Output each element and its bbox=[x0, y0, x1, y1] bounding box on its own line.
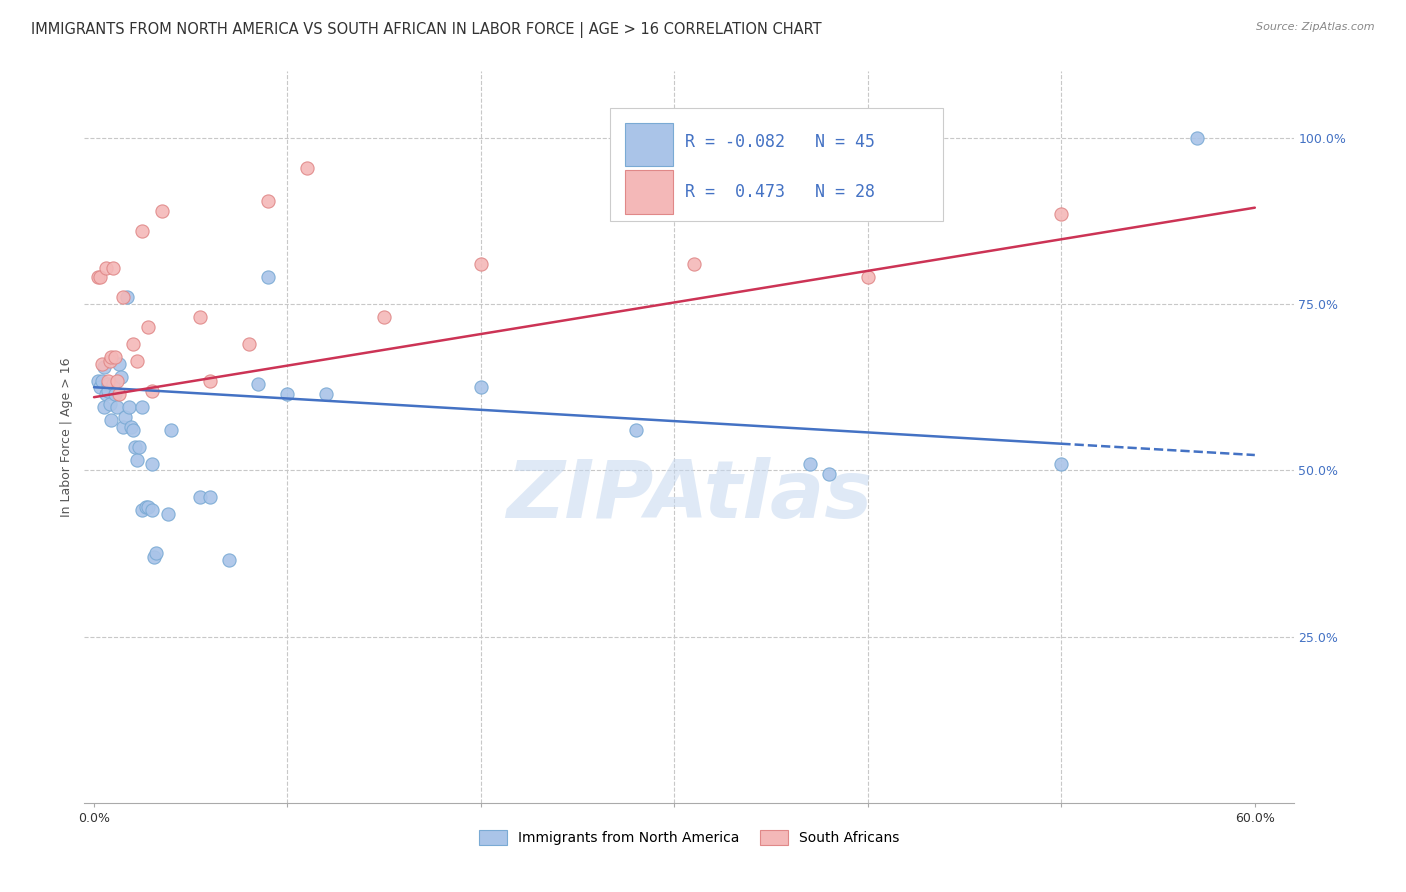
Point bbox=[104, 351, 127, 365]
Point bbox=[103, 260, 125, 275]
FancyBboxPatch shape bbox=[624, 122, 673, 167]
Point bbox=[1050, 207, 1073, 221]
Point bbox=[373, 310, 395, 325]
Point bbox=[150, 204, 173, 219]
Point bbox=[124, 440, 146, 454]
Point bbox=[94, 260, 117, 275]
Point bbox=[103, 376, 125, 391]
Point bbox=[121, 337, 143, 351]
FancyBboxPatch shape bbox=[624, 170, 673, 214]
Point bbox=[470, 380, 492, 394]
Point bbox=[98, 353, 121, 368]
Point bbox=[114, 410, 136, 425]
Point bbox=[112, 290, 135, 304]
Point bbox=[128, 440, 150, 454]
Point bbox=[141, 457, 163, 471]
Point bbox=[87, 270, 110, 285]
Text: IMMIGRANTS FROM NORTH AMERICA VS SOUTH AFRICAN IN LABOR FORCE | AGE > 16 CORRELA: IMMIGRANTS FROM NORTH AMERICA VS SOUTH A… bbox=[31, 22, 821, 38]
Point bbox=[136, 320, 159, 334]
Legend: Immigrants from North America, South Africans: Immigrants from North America, South Afr… bbox=[474, 825, 904, 851]
Point bbox=[682, 257, 704, 271]
Point bbox=[120, 420, 142, 434]
Point bbox=[131, 400, 153, 414]
Point bbox=[115, 290, 138, 304]
Text: ZIPAtlas: ZIPAtlas bbox=[506, 457, 872, 534]
Point bbox=[97, 384, 120, 398]
Point bbox=[141, 384, 163, 398]
Point bbox=[276, 387, 298, 401]
Point bbox=[141, 503, 163, 517]
Point bbox=[93, 400, 115, 414]
Point bbox=[110, 370, 132, 384]
Point bbox=[218, 553, 240, 567]
Point bbox=[87, 374, 110, 388]
Point bbox=[190, 490, 212, 504]
Point bbox=[145, 546, 167, 560]
Point bbox=[105, 400, 128, 414]
Y-axis label: In Labor Force | Age > 16: In Labor Force | Age > 16 bbox=[60, 358, 73, 516]
Point bbox=[1185, 131, 1208, 145]
Point bbox=[89, 270, 111, 285]
Point bbox=[238, 337, 260, 351]
Point bbox=[470, 257, 492, 271]
Point bbox=[131, 224, 153, 238]
Point bbox=[108, 387, 131, 401]
Text: R = -0.082   N = 45: R = -0.082 N = 45 bbox=[685, 133, 876, 152]
Point bbox=[1050, 457, 1073, 471]
Point bbox=[257, 270, 280, 285]
FancyBboxPatch shape bbox=[610, 108, 943, 221]
Point bbox=[799, 457, 821, 471]
Point bbox=[94, 387, 117, 401]
Point bbox=[125, 353, 148, 368]
Point bbox=[143, 549, 166, 564]
Point bbox=[198, 490, 221, 504]
Point bbox=[315, 387, 337, 401]
Point bbox=[100, 351, 122, 365]
Point bbox=[105, 374, 128, 388]
Point bbox=[100, 413, 122, 427]
Point bbox=[90, 374, 112, 388]
Point bbox=[121, 424, 143, 438]
Point bbox=[624, 424, 647, 438]
Point bbox=[125, 453, 148, 467]
Point bbox=[104, 387, 127, 401]
Point bbox=[135, 500, 157, 514]
Point bbox=[257, 194, 280, 208]
Point bbox=[90, 357, 112, 371]
Text: R =  0.473   N = 28: R = 0.473 N = 28 bbox=[685, 183, 876, 201]
Point bbox=[89, 380, 111, 394]
Point bbox=[93, 360, 115, 375]
Point bbox=[818, 467, 841, 481]
Point bbox=[160, 424, 183, 438]
Point bbox=[156, 507, 179, 521]
Point bbox=[98, 397, 121, 411]
Point bbox=[856, 270, 879, 285]
Text: Source: ZipAtlas.com: Source: ZipAtlas.com bbox=[1257, 22, 1375, 32]
Point bbox=[190, 310, 212, 325]
Point bbox=[108, 357, 131, 371]
Point bbox=[136, 500, 159, 514]
Point bbox=[131, 503, 153, 517]
Point bbox=[97, 374, 120, 388]
Point bbox=[118, 400, 141, 414]
Point bbox=[198, 374, 221, 388]
Point bbox=[247, 376, 270, 391]
Point bbox=[97, 376, 120, 391]
Point bbox=[112, 420, 135, 434]
Point bbox=[295, 161, 318, 175]
